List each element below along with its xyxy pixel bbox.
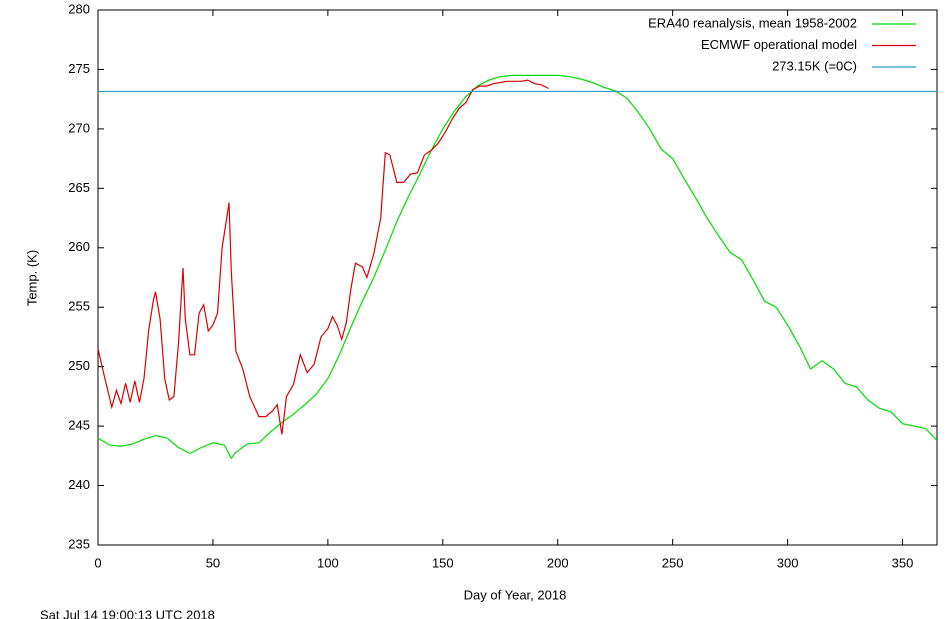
footer: Sat Jul 14 19:00:13 UTC 2018 bbox=[40, 607, 215, 619]
x-tick-label: 250 bbox=[662, 555, 684, 570]
x-tick-label: 0 bbox=[94, 555, 101, 570]
y-tick-label: 275 bbox=[68, 61, 90, 76]
y-axis-label: Temp. (K) bbox=[24, 250, 39, 306]
y-tick-label: 280 bbox=[68, 1, 90, 16]
x-tick-label: 50 bbox=[206, 555, 220, 570]
plot-frame bbox=[97, 9, 938, 546]
data-line bbox=[97, 79, 549, 435]
y-tick-label: 240 bbox=[68, 477, 90, 492]
y-tick-label: 235 bbox=[68, 536, 90, 551]
y-tick-label: 250 bbox=[68, 358, 90, 373]
y-tick-label: 270 bbox=[68, 120, 90, 135]
x-tick-label: 150 bbox=[432, 555, 454, 570]
x-tick-label: 100 bbox=[317, 555, 339, 570]
data-line bbox=[97, 74, 938, 460]
y-tick-label: 265 bbox=[68, 180, 90, 195]
legend-label: ECMWF operational model bbox=[701, 37, 857, 52]
y-tick-label: 255 bbox=[68, 299, 90, 314]
legend-label: ERA40 reanalysis, mean 1958-2002 bbox=[648, 15, 857, 30]
legend-label: 273.15K (=0C) bbox=[772, 58, 857, 73]
x-tick-label: 300 bbox=[777, 555, 799, 570]
x-axis-label: Day of Year, 2018 bbox=[464, 587, 567, 602]
x-tick-label: 200 bbox=[547, 555, 569, 570]
y-tick-label: 260 bbox=[68, 239, 90, 254]
x-tick-label: 350 bbox=[892, 555, 914, 570]
y-tick-label: 245 bbox=[68, 418, 90, 433]
